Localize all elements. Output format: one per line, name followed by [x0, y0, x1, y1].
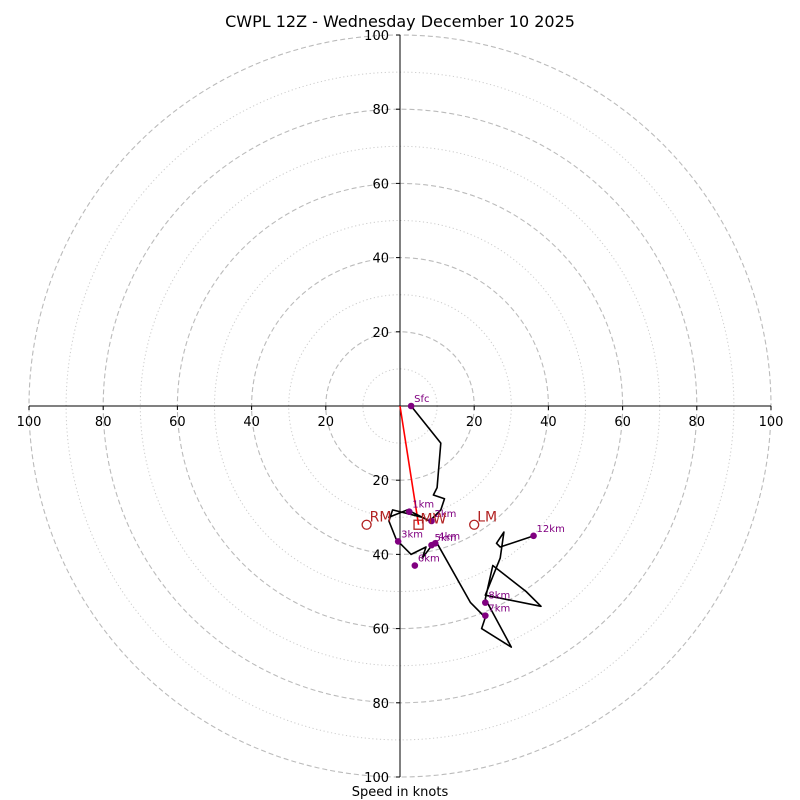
y-tick-label: 40	[372, 548, 389, 563]
y-tick-label: 100	[364, 29, 389, 44]
shear-vector-line	[399, 405, 420, 525]
height-label-3km: 3km	[401, 529, 423, 540]
height-label-1km: 1km	[412, 500, 434, 511]
y-tick-label: 80	[372, 103, 389, 118]
storm-motion-marker-rm	[361, 519, 372, 530]
height-label-8km: 8km	[488, 591, 510, 602]
height-label-6km: 6km	[418, 554, 440, 565]
chart-title: CWPL 12Z - Wednesday December 10 2025	[225, 12, 575, 31]
height-dot-7km	[482, 612, 489, 619]
storm-motion-label-rm: RM	[370, 510, 392, 526]
x-tick-label: 80	[689, 415, 706, 430]
height-dot-2km	[428, 517, 435, 525]
height-label-4km: 4km	[438, 531, 460, 542]
height-dot-6km	[411, 562, 419, 569]
y-tick-label: 40	[372, 252, 389, 267]
x-tick-label: 80	[95, 415, 112, 430]
x-tick-label: 20	[466, 415, 483, 430]
mean-wind-label: MW	[421, 512, 447, 528]
height-label-5km: 5km	[435, 533, 457, 544]
hodograph-trace	[388, 405, 542, 648]
height-dot-12km	[530, 532, 537, 540]
x-tick-label: 60	[614, 415, 631, 430]
y-tick-label: 100	[364, 771, 389, 786]
x-tick-label: 100	[759, 415, 784, 430]
height-label-7km: 7km	[488, 604, 510, 615]
axis-ticks: 100 80 60 40 20 20 40 60 80 100 100 80 60 40 20 20 40 60 8…	[17, 29, 784, 786]
hodograph-trace-group	[388, 405, 542, 648]
height-dot-sfc	[407, 402, 415, 410]
mean-wind-marker	[413, 519, 424, 530]
y-tick-label: 60	[372, 177, 389, 192]
y-tick-label: 20	[372, 326, 389, 341]
y-tick-label: 20	[372, 474, 389, 489]
height-dot-5km	[428, 541, 435, 549]
x-tick-label: 40	[540, 415, 557, 430]
storm-motion-label-lm: LM	[477, 510, 497, 526]
height-label-2km: 2km	[435, 509, 457, 520]
height-label-12km: 12km	[537, 524, 565, 535]
height-dot-3km	[394, 538, 402, 545]
shear-vector-group	[399, 405, 420, 525]
x-tick-label: 60	[169, 415, 186, 430]
height-dot-8km	[482, 599, 489, 606]
y-tick-label: 60	[372, 623, 389, 638]
height-label-sfc: Sfc	[414, 394, 429, 405]
x-tick-label: 100	[17, 415, 42, 430]
x-tick-label: 20	[318, 415, 335, 430]
y-tick-label: 80	[372, 697, 389, 712]
storm-motion-markers: RM LM MW	[361, 510, 497, 530]
height-dot-1km	[405, 508, 413, 516]
x-tick-label: 40	[243, 415, 260, 430]
x-axis-label: Speed in knots	[352, 785, 449, 800]
storm-motion-marker-lm	[469, 519, 480, 530]
